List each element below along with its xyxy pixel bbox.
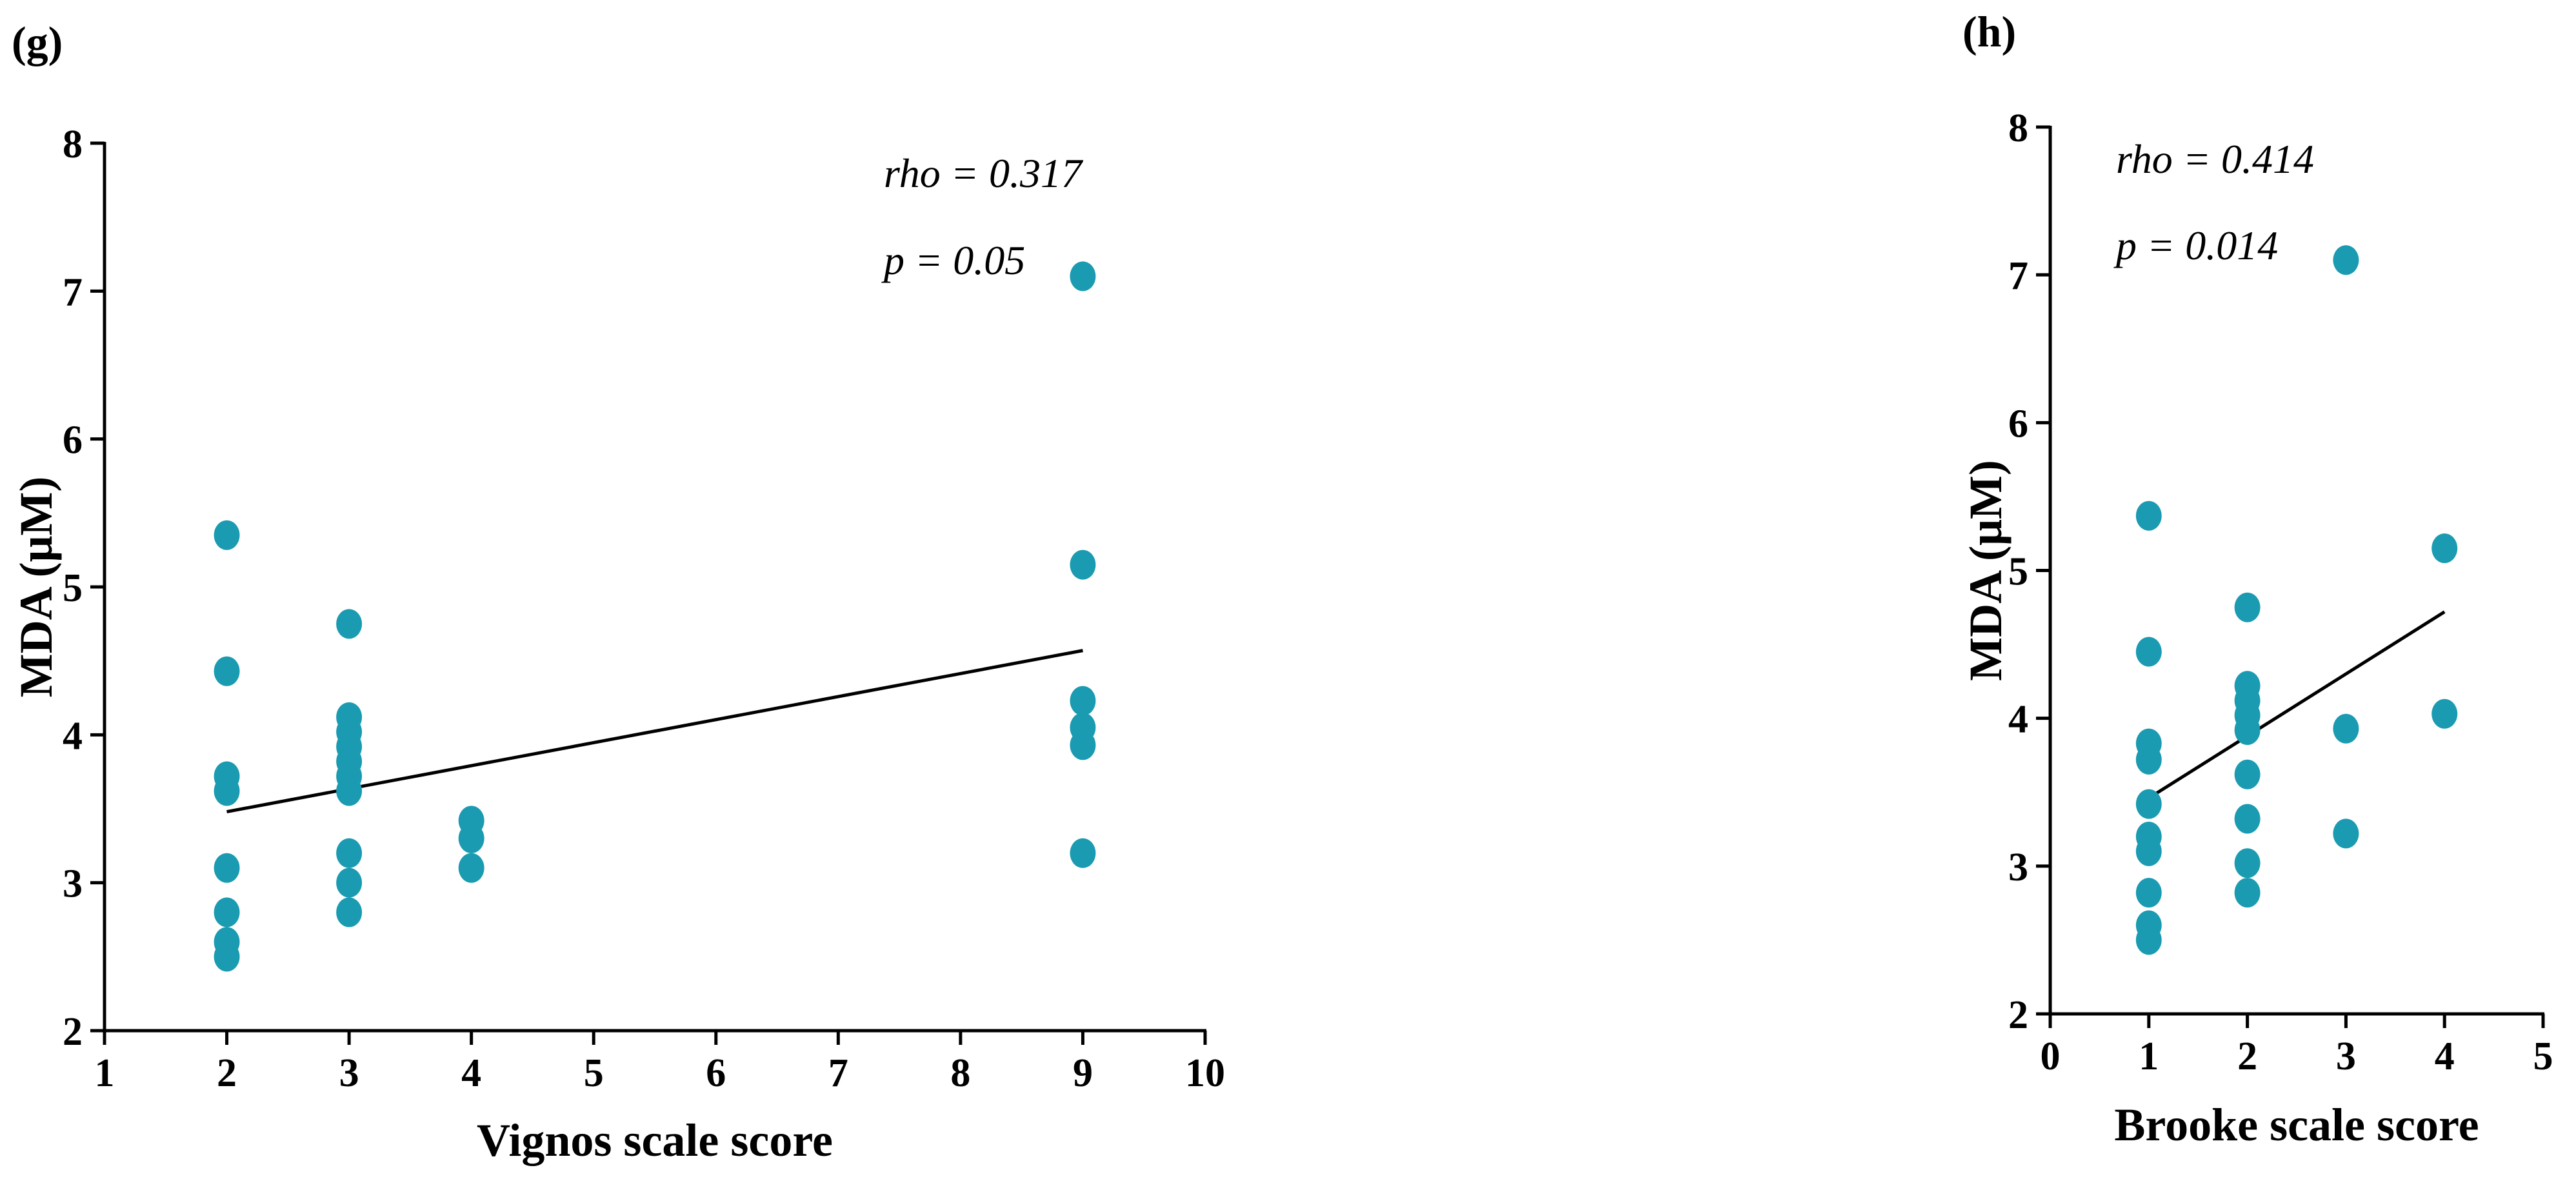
panel-label: (h) bbox=[1962, 7, 2016, 56]
data-point bbox=[2234, 804, 2261, 834]
x-axis-title: Brooke scale score bbox=[2114, 1099, 2479, 1151]
x-tick-label: 8 bbox=[950, 1051, 970, 1095]
y-tick-label: 6 bbox=[63, 419, 83, 462]
data-point bbox=[214, 776, 240, 806]
x-tick-label: 9 bbox=[1073, 1051, 1093, 1095]
y-axis-title: MDA (μM) bbox=[1960, 460, 2012, 681]
x-tick-label: 0 bbox=[2041, 1035, 2061, 1078]
data-point bbox=[214, 897, 240, 927]
y-tick-label: 8 bbox=[2008, 106, 2028, 150]
x-tick-label: 1 bbox=[95, 1051, 115, 1095]
y-tick-label: 3 bbox=[63, 862, 83, 906]
y-tick-label: 5 bbox=[63, 566, 83, 610]
data-point bbox=[2135, 789, 2162, 819]
x-tick-label: 4 bbox=[2435, 1035, 2455, 1078]
x-tick-label: 2 bbox=[217, 1051, 237, 1095]
x-tick-label: 1 bbox=[2139, 1035, 2159, 1078]
data-point bbox=[1070, 730, 1096, 760]
x-tick-label: 4 bbox=[461, 1051, 481, 1095]
data-point bbox=[214, 656, 240, 686]
y-tick-label: 4 bbox=[63, 714, 83, 758]
y-tick-label: 2 bbox=[63, 1010, 83, 1054]
data-point bbox=[214, 520, 240, 550]
data-point bbox=[336, 867, 363, 898]
x-tick-label: 3 bbox=[2336, 1035, 2356, 1078]
data-point bbox=[214, 853, 240, 883]
data-point bbox=[2135, 637, 2162, 667]
data-point bbox=[214, 942, 240, 972]
y-tick-label: 6 bbox=[2008, 402, 2028, 446]
data-point bbox=[1070, 838, 1096, 868]
data-point bbox=[2135, 744, 2162, 775]
x-tick-label: 5 bbox=[584, 1051, 604, 1095]
data-point bbox=[2333, 818, 2359, 849]
y-tick-label: 7 bbox=[63, 270, 83, 314]
data-point bbox=[336, 776, 363, 806]
regression-line bbox=[2148, 610, 2446, 800]
data-point bbox=[2234, 848, 2261, 878]
y-tick-label: 4 bbox=[2008, 698, 2028, 742]
data-point bbox=[1070, 686, 1096, 716]
rho-annotation: rho = 0.414 bbox=[2116, 136, 2314, 182]
y-tick-label: 5 bbox=[2008, 550, 2028, 594]
data-point bbox=[336, 897, 363, 927]
data-point bbox=[458, 823, 484, 853]
regression-line bbox=[226, 649, 1083, 814]
data-point bbox=[1070, 261, 1096, 292]
y-tick-label: 2 bbox=[2008, 993, 2028, 1037]
data-point bbox=[458, 853, 484, 883]
y-tick-label: 3 bbox=[2008, 846, 2028, 889]
data-point bbox=[2135, 925, 2162, 955]
data-point bbox=[2135, 500, 2162, 531]
x-tick-label: 6 bbox=[706, 1051, 726, 1095]
data-point bbox=[2135, 836, 2162, 866]
p-value-annotation: p = 0.014 bbox=[2113, 223, 2278, 268]
data-point bbox=[2234, 715, 2261, 745]
data-point bbox=[2333, 713, 2359, 744]
data-point bbox=[2234, 759, 2261, 789]
y-tick-label: 7 bbox=[2008, 254, 2028, 298]
y-axis-title: MDA (μM) bbox=[10, 477, 62, 698]
panel-h: (h) 2 3 4 5 6 7 8 0 1 2 3 4 5 Brooke scale score MDA (μ… bbox=[1960, 7, 2553, 1151]
p-value-annotation: p = 0.05 bbox=[881, 237, 1025, 283]
x-tick-label: 3 bbox=[339, 1051, 359, 1095]
data-point bbox=[336, 609, 363, 639]
x-tick-label: 5 bbox=[2533, 1035, 2553, 1078]
panel-label: (g) bbox=[12, 17, 63, 66]
x-tick-label: 7 bbox=[828, 1051, 848, 1095]
y-tick-label: 8 bbox=[63, 123, 83, 166]
data-point bbox=[1070, 550, 1096, 580]
data-point bbox=[2333, 245, 2359, 275]
x-axis-title: Vignos scale score bbox=[477, 1115, 833, 1166]
data-point bbox=[2431, 533, 2458, 564]
data-point bbox=[2234, 878, 2261, 908]
data-point bbox=[2234, 592, 2261, 622]
x-tick-label: 2 bbox=[2237, 1035, 2257, 1078]
x-tick-label: 10 bbox=[1185, 1051, 1225, 1095]
data-point bbox=[336, 838, 363, 868]
data-point bbox=[2431, 698, 2458, 729]
rho-annotation: rho = 0.317 bbox=[884, 150, 1084, 196]
data-point bbox=[2135, 878, 2162, 908]
